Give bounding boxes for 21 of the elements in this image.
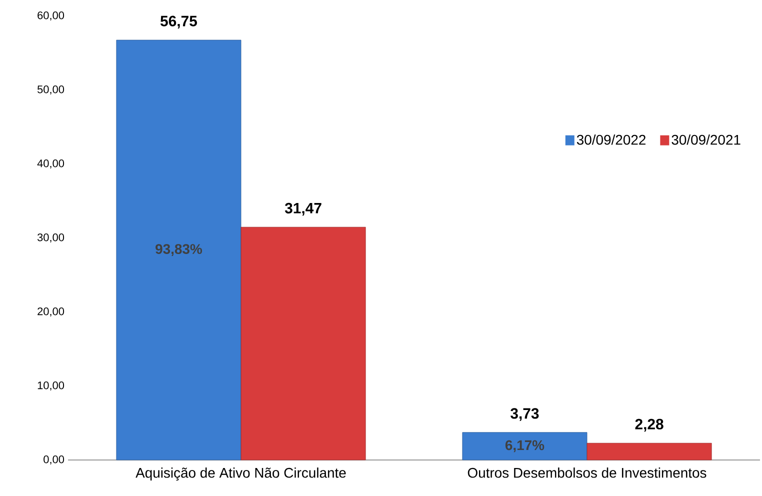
- bar: [116, 40, 242, 460]
- legend-label: 30/09/2022: [576, 134, 646, 145]
- data-label: 2,28: [635, 418, 664, 432]
- data-label: 56,75: [160, 16, 197, 29]
- y-tick-label: 10,00: [38, 381, 64, 391]
- x-tick-label: Aquisição de Ativo Não Circulante: [136, 468, 346, 481]
- data-label: 3,73: [510, 408, 539, 421]
- x-tick-label: Outros Desembolsos de Investimentos: [468, 468, 706, 478]
- bar: [240, 226, 366, 460]
- legend-label: 30/09/2021: [672, 134, 740, 145]
- annotation: 93,83%: [156, 244, 202, 256]
- y-tick-label: 40,00: [37, 159, 64, 169]
- y-tick-label: 20,00: [38, 307, 64, 317]
- bar: [586, 442, 712, 460]
- y-tick-label: 30,00: [37, 233, 64, 243]
- y-tick-label: 0,00: [44, 455, 64, 465]
- y-tick-label: 50,00: [37, 85, 64, 95]
- annotation: 6,17%: [505, 440, 544, 452]
- data-label: 31,47: [284, 202, 322, 216]
- bar: [462, 432, 588, 460]
- y-tick-label: 60,00: [38, 11, 64, 21]
